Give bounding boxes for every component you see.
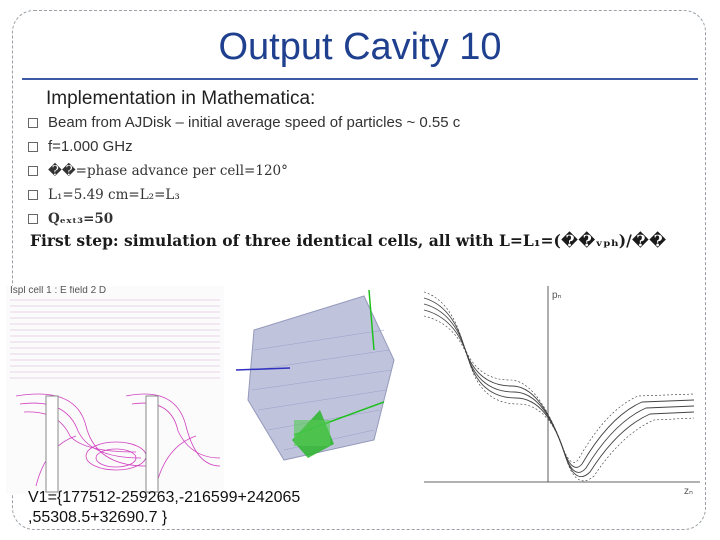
checkbox-bullet-icon [28, 190, 38, 200]
particle-3d-image [235, 290, 395, 461]
bullet-text: f=1.000 GHz [48, 138, 133, 155]
subheading: Implementation in Mathematica: [46, 88, 316, 109]
checkbox-bullet-icon [28, 118, 38, 128]
x-axis-label: zₙ [684, 486, 693, 496]
bullet-text: L₁=5.49 cm=L₂=L₃ [48, 187, 180, 203]
slide-title: Output Cavity 10 [218, 26, 502, 68]
bullet-item: L₁=5.49 cm=L₂=L₃ [28, 183, 460, 207]
bullet-item: ��=phase advance per cell=120° [28, 159, 460, 183]
bullet-item: f=1.000 GHz [28, 135, 460, 159]
first-step-text: First step: simulation of three identica… [30, 231, 667, 250]
bullet-item: Qₑₓₜ₃=50 [28, 207, 460, 231]
bullet-list: Beam from AJDisk – initial average speed… [28, 111, 460, 231]
checkbox-bullet-icon [28, 166, 38, 176]
bullet-text: Beam from AJDisk – initial average speed… [48, 114, 461, 131]
bullet-text: ��=phase advance per cell=120° [48, 163, 288, 179]
v1-values: V1={177512-259263,-216599+242065 ,55308.… [28, 488, 300, 528]
v1-line-1: V1={177512-259263,-216599+242065 [28, 489, 301, 506]
v1-line-2: ,55308.5+32690.7 } [28, 509, 168, 526]
slide-frame [12, 10, 706, 530]
phase-space-plot: pₙ zₙ [423, 286, 700, 496]
bullet-item: Beam from AJDisk – initial average speed… [28, 111, 460, 135]
panel1-header: Ispl cell 1 : E field 2 D [10, 286, 106, 296]
title-divider [22, 78, 698, 80]
arrow-green [368, 290, 375, 351]
checkbox-bullet-icon [28, 214, 38, 224]
checkbox-bullet-icon [28, 142, 38, 152]
y-axis-label: pₙ [552, 290, 562, 301]
field-plot-image: Ispl cell 1 : E field 2 D [6, 286, 224, 494]
bullet-text: Qₑₓₜ₃=50 [48, 211, 114, 227]
